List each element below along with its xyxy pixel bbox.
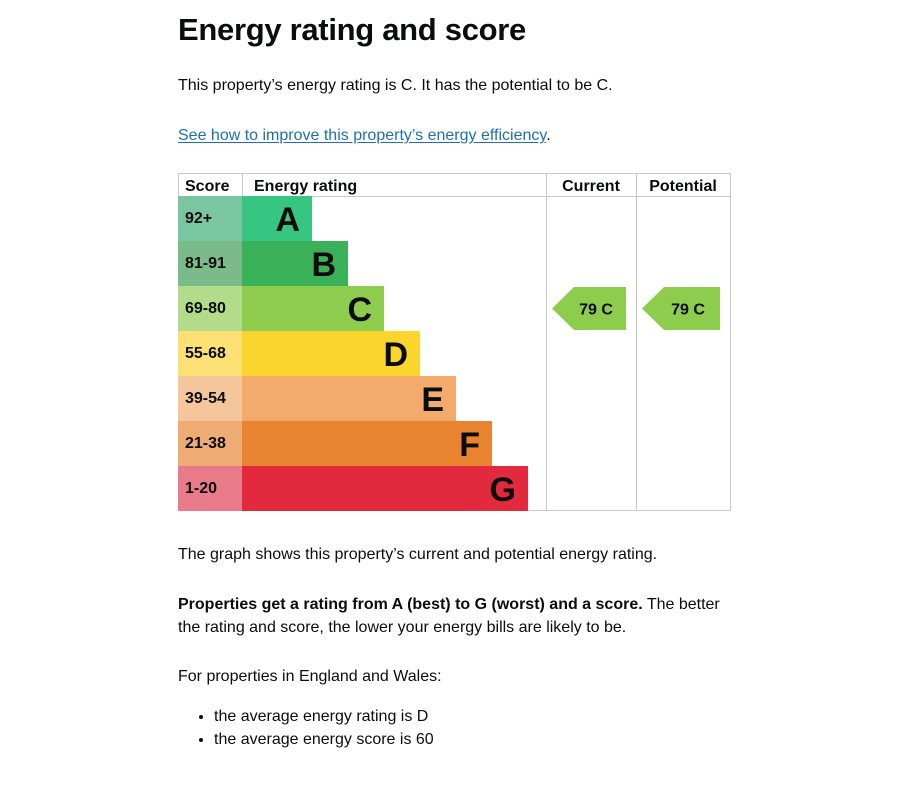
chart-band-bar bbox=[242, 241, 348, 286]
chart-score-cell bbox=[178, 331, 242, 376]
improve-efficiency-link[interactable]: See how to improve this property’s energ… bbox=[178, 127, 547, 144]
rating-sentence: This property’s energy rating is C. It h… bbox=[178, 77, 613, 94]
potential-rating-arrow bbox=[642, 287, 720, 330]
potential-rating-label: 79 C bbox=[671, 302, 705, 319]
chart-band-bar bbox=[242, 466, 528, 511]
chart-band-bar bbox=[242, 331, 420, 376]
chart-band-bar bbox=[242, 196, 312, 241]
chart-score-label: 55-68 bbox=[185, 345, 226, 362]
chart-band-bar bbox=[242, 286, 384, 331]
properties-rest-text: The better the rating and score, the low… bbox=[178, 596, 720, 636]
chart-score-label: 21-38 bbox=[185, 435, 226, 452]
energy-rating-chart-svg: Score Energy rating Current Potential 92+ A 81… bbox=[178, 173, 731, 511]
chart-header-rating: Energy rating bbox=[254, 178, 357, 195]
chart-header-score: Score bbox=[185, 178, 230, 195]
current-rating-label: 79 C bbox=[579, 302, 613, 319]
energy-rating-chart: Score Energy rating Current Potential 92+ A 81… bbox=[178, 173, 731, 511]
chart-band-letter: A bbox=[275, 201, 300, 239]
chart-band-letter: E bbox=[421, 381, 444, 419]
region-intro: For properties in England and Wales: bbox=[178, 668, 442, 685]
chart-score-cell bbox=[178, 376, 242, 421]
chart-header-potential: Potential bbox=[649, 178, 717, 195]
chart-score-cell bbox=[178, 196, 242, 241]
properties-bold-text: Properties get a rating from A (best) to… bbox=[178, 596, 643, 613]
improve-paragraph: See how to improve this property’s energ… bbox=[178, 124, 738, 147]
average-list: the average energy rating is D the avera… bbox=[178, 705, 434, 751]
page-title: Energy rating and score bbox=[178, 12, 526, 47]
chart-band-letter: D bbox=[383, 336, 408, 374]
chart-score-cell bbox=[178, 241, 242, 286]
list-item: the average energy score is 60 bbox=[214, 728, 434, 751]
chart-score-label: 81-91 bbox=[185, 255, 226, 272]
chart-score-label: 92+ bbox=[185, 210, 212, 227]
chart-score-label: 1-20 bbox=[185, 480, 217, 497]
chart-band-letter: G bbox=[490, 471, 516, 509]
chart-header-current: Current bbox=[562, 178, 620, 195]
properties-paragraph: Properties get a rating from A (best) to… bbox=[178, 593, 738, 639]
chart-score-cell bbox=[178, 421, 242, 466]
chart-band-letter: F bbox=[459, 426, 480, 464]
chart-band-bar bbox=[242, 376, 456, 421]
chart-score-cell bbox=[178, 286, 242, 331]
chart-score-label: 39-54 bbox=[185, 390, 226, 407]
chart-score-label: 69-80 bbox=[185, 300, 226, 317]
chart-score-cell bbox=[178, 466, 242, 511]
chart-band-letter: B bbox=[311, 246, 336, 284]
graph-caption: The graph shows this property’s current … bbox=[178, 546, 658, 563]
chart-band-bar bbox=[242, 421, 492, 466]
chart-band-letter: C bbox=[347, 291, 372, 329]
list-item: the average energy rating is D bbox=[214, 705, 434, 728]
current-rating-arrow bbox=[552, 287, 626, 330]
improve-link-suffix: . bbox=[546, 127, 551, 144]
